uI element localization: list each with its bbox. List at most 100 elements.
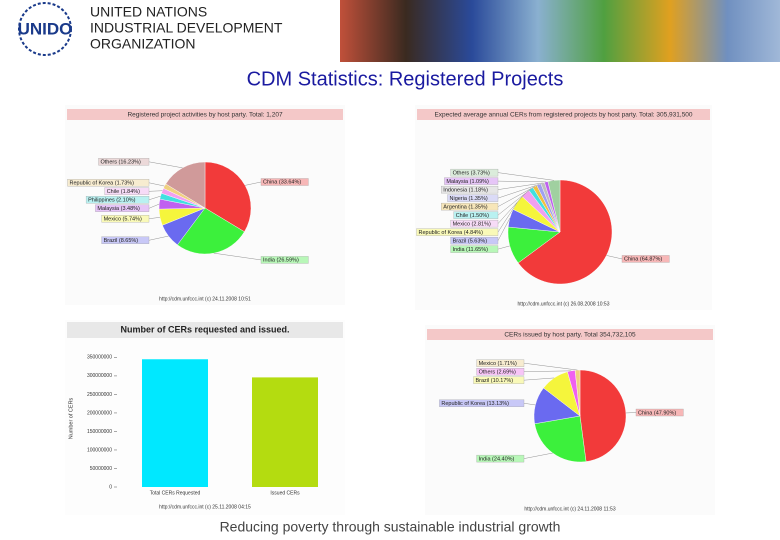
label-box bbox=[104, 187, 150, 195]
slice-label: Mexico (2.81%) bbox=[453, 221, 491, 227]
label-box bbox=[635, 408, 684, 417]
label-box bbox=[447, 194, 499, 202]
slice-label: Brazil (10.17%) bbox=[476, 378, 514, 384]
label-box bbox=[450, 168, 499, 177]
slice-label: Others (16.23%) bbox=[101, 160, 142, 166]
label-box bbox=[450, 236, 499, 245]
label-box bbox=[444, 177, 499, 185]
label-box bbox=[85, 196, 150, 204]
y-tick-label: 300000000 bbox=[87, 373, 112, 379]
label-box bbox=[416, 228, 499, 236]
label-box bbox=[101, 236, 150, 244]
y-tick-label: 200000000 bbox=[87, 410, 112, 416]
bar bbox=[252, 377, 318, 487]
leader-line bbox=[523, 452, 553, 459]
slice-label: Mexico (1.71%) bbox=[479, 361, 517, 367]
leader-line bbox=[497, 180, 547, 183]
slice-label: Republic of Korea (4.84%) bbox=[419, 230, 484, 236]
label-box bbox=[98, 158, 150, 166]
leader-line bbox=[148, 182, 165, 187]
leader-line bbox=[148, 235, 169, 241]
leader-line bbox=[523, 370, 572, 372]
y-tick-label: 100000000 bbox=[87, 447, 112, 453]
leader-line bbox=[606, 255, 623, 260]
pie-slice bbox=[579, 369, 627, 462]
leader-line bbox=[148, 161, 183, 169]
title-band bbox=[417, 109, 710, 120]
slice-label: China (33.64%) bbox=[263, 180, 301, 186]
x-tick-label: Issued CERs bbox=[270, 490, 300, 496]
org-name: INDUSTRIAL DEVELOPMENT bbox=[90, 20, 283, 36]
label-box bbox=[441, 202, 499, 211]
slice-label: India (11.65%) bbox=[453, 247, 489, 253]
chart-title: Number of CERs requested and issued. bbox=[120, 324, 289, 334]
slice-label: Others (2.69%) bbox=[479, 369, 516, 375]
logo: UNIDO bbox=[18, 2, 73, 56]
y-axis-label: Number of CERs bbox=[68, 397, 74, 439]
label-box bbox=[260, 256, 309, 264]
logo-text: UNIDO bbox=[18, 19, 73, 38]
leader-line bbox=[148, 190, 163, 192]
leader-line bbox=[497, 186, 535, 207]
leader-line bbox=[497, 182, 543, 190]
leader-line bbox=[497, 217, 511, 241]
label-box bbox=[450, 219, 499, 228]
label-box bbox=[476, 454, 525, 463]
leader-line bbox=[523, 403, 536, 406]
pie-slice bbox=[534, 415, 587, 463]
y-tick-label: 250000000 bbox=[87, 392, 112, 398]
slice-label: Malaysia (1.09%) bbox=[446, 179, 489, 185]
y-tick-label: 350000000 bbox=[87, 355, 112, 361]
photo-strip bbox=[340, 0, 780, 62]
label-box bbox=[441, 185, 499, 194]
source-note: http://cdm.unfccc.int (c) 24.11.2008 10:… bbox=[159, 296, 251, 302]
label-box bbox=[95, 204, 150, 212]
label-box bbox=[260, 178, 309, 186]
slice-label: Republic of Korea (13.13%) bbox=[441, 401, 509, 407]
slice-label: Brazil (8.65%) bbox=[104, 238, 139, 244]
org-name: ORGANIZATION bbox=[90, 36, 196, 52]
slice-label: India (24.40%) bbox=[479, 456, 515, 462]
leader-line bbox=[497, 188, 532, 216]
slice-label: Mexico (5.74%) bbox=[104, 216, 142, 222]
label-box bbox=[450, 245, 499, 253]
slice-label: Others (3.73%) bbox=[453, 170, 490, 176]
slice-label: Philippines (2.10%) bbox=[88, 198, 136, 204]
leader-line bbox=[148, 217, 160, 219]
leader-line bbox=[213, 252, 262, 261]
label-box bbox=[473, 376, 525, 384]
chart-title: Registered project activities by host pa… bbox=[127, 112, 283, 119]
slide-title: CDM Statistics: Registered Projects bbox=[247, 68, 564, 90]
slice-label: Nigeria (1.35%) bbox=[450, 196, 488, 202]
leader-line bbox=[497, 193, 526, 224]
leader-line bbox=[497, 184, 539, 199]
label-box bbox=[101, 215, 150, 223]
org-name: UNITED NATIONS bbox=[90, 4, 207, 20]
slice-label: Chile (1.50%) bbox=[456, 213, 489, 219]
source-note: http://cdm.unfccc.int (c) 24.11.2008 11:… bbox=[524, 506, 615, 512]
slice-label: Chile (1.84%) bbox=[107, 189, 140, 195]
leader-line bbox=[148, 195, 161, 200]
slice-label: Republic of Korea (1.73%) bbox=[70, 181, 135, 187]
slice-label: Indonesia (1.18%) bbox=[443, 187, 488, 193]
source-note: http://cdm.unfccc.int (c) 26.08.2008 10:… bbox=[518, 301, 610, 307]
leader-line bbox=[245, 181, 262, 186]
bar bbox=[142, 359, 208, 487]
source-note: http://cdm.unfccc.int (c) 25.11.2008 04:… bbox=[159, 504, 251, 510]
label-box bbox=[439, 399, 525, 407]
leader-line bbox=[497, 245, 510, 250]
leader-line bbox=[523, 377, 555, 381]
leader-line bbox=[523, 362, 578, 371]
slice-label: China (47.90%) bbox=[638, 410, 676, 416]
label-box bbox=[621, 255, 670, 263]
label-box bbox=[476, 368, 525, 376]
leader-line bbox=[148, 203, 160, 209]
leader-line bbox=[497, 172, 554, 181]
pie-slice bbox=[165, 161, 206, 209]
chart-title: CERs issued by host party. Total 354,732… bbox=[504, 332, 636, 339]
label-box bbox=[67, 179, 150, 187]
x-tick-label: Total CERs Requested bbox=[150, 490, 201, 496]
y-tick-label: 0 bbox=[109, 484, 112, 490]
chart-title: Expected average annual CERs from regist… bbox=[434, 112, 692, 119]
